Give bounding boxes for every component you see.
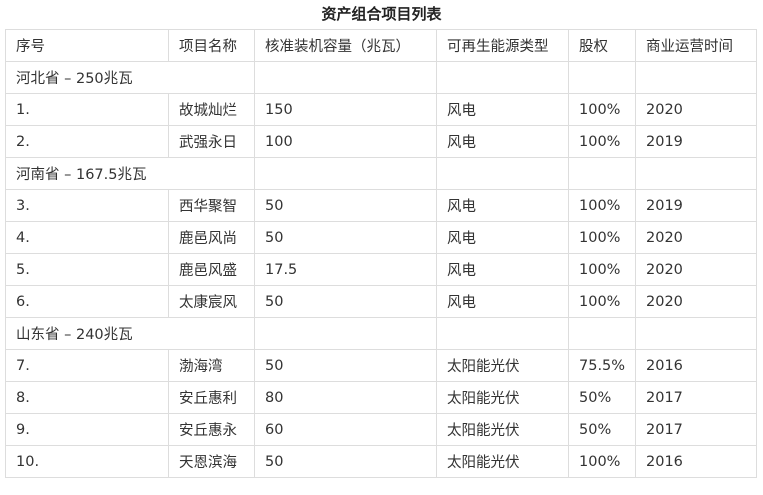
table-cell: 100 xyxy=(254,125,437,158)
table-cell: 50 xyxy=(254,285,437,318)
empty-cell xyxy=(436,317,569,350)
table-cell: 故城灿烂 xyxy=(168,93,255,126)
table-cell: 8. xyxy=(5,381,169,414)
table-cell: 2017 xyxy=(635,413,757,446)
table-title: 资产组合项目列表 xyxy=(321,5,442,23)
table-cell: 风电 xyxy=(436,221,569,254)
empty-cell xyxy=(635,157,757,190)
table-cell: 风电 xyxy=(436,285,569,318)
empty-cell xyxy=(568,157,636,190)
table-row: 10. 天恩滨海 50 太阳能光伏 100% 2016 xyxy=(5,445,757,478)
group-row: 河北省 – 250兆瓦 xyxy=(5,61,757,94)
table-cell: 2019 xyxy=(635,189,757,222)
table-cell: 50 xyxy=(254,189,437,222)
table-cell: 太康宸风 xyxy=(168,285,255,318)
table-cell: 太阳能光伏 xyxy=(436,445,569,478)
table-row: 4. 鹿邑风尚 50 风电 100% 2020 xyxy=(5,221,757,254)
table-row: 5. 鹿邑风盛 17.5 风电 100% 2020 xyxy=(5,253,757,286)
header-cell: 可再生能源类型 xyxy=(436,29,569,62)
table-cell: 风电 xyxy=(436,189,569,222)
table-cell: 100% xyxy=(568,285,636,318)
table-cell: 10. xyxy=(5,445,169,478)
header-cell: 核准装机容量（兆瓦） xyxy=(254,29,437,62)
table-cell: 天恩滨海 xyxy=(168,445,255,478)
empty-cell xyxy=(568,61,636,94)
table-cell: 6. xyxy=(5,285,169,318)
table-cell: 2019 xyxy=(635,125,757,158)
table-cell: 2016 xyxy=(635,445,757,478)
table-cell: 100% xyxy=(568,445,636,478)
table-cell: 2017 xyxy=(635,381,757,414)
table-cell: 西华聚智 xyxy=(168,189,255,222)
group-label: 河北省 – 250兆瓦 xyxy=(5,61,255,94)
table-cell: 17.5 xyxy=(254,253,437,286)
table-cell: 100% xyxy=(568,221,636,254)
table-cell: 太阳能光伏 xyxy=(436,413,569,446)
table-cell: 安丘惠利 xyxy=(168,381,255,414)
table-cell: 50 xyxy=(254,349,437,382)
empty-cell xyxy=(254,61,437,94)
table-row: 8. 安丘惠利 80 太阳能光伏 50% 2017 xyxy=(5,381,757,414)
table-cell: 2020 xyxy=(635,285,757,318)
table-cell: 80 xyxy=(254,381,437,414)
table-cell: 2. xyxy=(5,125,169,158)
group-row: 山东省 – 240兆瓦 xyxy=(5,317,757,350)
table-cell: 太阳能光伏 xyxy=(436,349,569,382)
empty-cell xyxy=(568,317,636,350)
empty-cell xyxy=(254,157,437,190)
header-cell: 项目名称 xyxy=(168,29,255,62)
table-cell: 3. xyxy=(5,189,169,222)
table-row: 7. 渤海湾 50 太阳能光伏 75.5% 2016 xyxy=(5,349,757,382)
empty-cell xyxy=(436,61,569,94)
table-cell: 7. xyxy=(5,349,169,382)
empty-cell xyxy=(436,157,569,190)
table-cell: 太阳能光伏 xyxy=(436,381,569,414)
table-cell: 100% xyxy=(568,93,636,126)
table-cell: 100% xyxy=(568,253,636,286)
table-cell: 风电 xyxy=(436,253,569,286)
table-cell: 武强永日 xyxy=(168,125,255,158)
group-label: 河南省 – 167.5兆瓦 xyxy=(5,157,255,190)
table-cell: 50 xyxy=(254,221,437,254)
table-cell: 50% xyxy=(568,413,636,446)
table-cell: 60 xyxy=(254,413,437,446)
table-cell: 渤海湾 xyxy=(168,349,255,382)
table-cell: 风电 xyxy=(436,125,569,158)
header-cell: 序号 xyxy=(5,29,169,62)
table-cell: 9. xyxy=(5,413,169,446)
table-cell: 75.5% xyxy=(568,349,636,382)
table-cell: 2020 xyxy=(635,221,757,254)
table-row: 9. 安丘惠永 60 太阳能光伏 50% 2017 xyxy=(5,413,757,446)
table-cell: 100% xyxy=(568,189,636,222)
header-cell: 股权 xyxy=(568,29,636,62)
empty-cell xyxy=(635,61,757,94)
table-row: 3. 西华聚智 50 风电 100% 2019 xyxy=(5,189,757,222)
table-cell: 150 xyxy=(254,93,437,126)
header-cell: 商业运营时间 xyxy=(635,29,757,62)
header-row: 序号 项目名称 核准装机容量（兆瓦） 可再生能源类型 股权 商业运营时间 xyxy=(5,29,757,62)
empty-cell xyxy=(254,317,437,350)
table-cell: 2020 xyxy=(635,253,757,286)
table-cell: 2016 xyxy=(635,349,757,382)
table-cell: 安丘惠永 xyxy=(168,413,255,446)
table-cell: 4. xyxy=(5,221,169,254)
table-cell: 鹿邑风盛 xyxy=(168,253,255,286)
table-cell: 100% xyxy=(568,125,636,158)
table-cell: 50% xyxy=(568,381,636,414)
portfolio-table: 序号 项目名称 核准装机容量（兆瓦） 可再生能源类型 股权 商业运营时间 河北省… xyxy=(5,29,757,478)
table-cell: 1. xyxy=(5,93,169,126)
group-row: 河南省 – 167.5兆瓦 xyxy=(5,157,757,190)
empty-cell xyxy=(635,317,757,350)
table-row: 6. 太康宸风 50 风电 100% 2020 xyxy=(5,285,757,318)
table-cell: 50 xyxy=(254,445,437,478)
table-cell: 鹿邑风尚 xyxy=(168,221,255,254)
table-cell: 风电 xyxy=(436,93,569,126)
group-label: 山东省 – 240兆瓦 xyxy=(5,317,255,350)
table-cell: 2020 xyxy=(635,93,757,126)
table-row: 2. 武强永日 100 风电 100% 2019 xyxy=(5,125,757,158)
table-cell: 5. xyxy=(5,253,169,286)
table-row: 1. 故城灿烂 150 风电 100% 2020 xyxy=(5,93,757,126)
